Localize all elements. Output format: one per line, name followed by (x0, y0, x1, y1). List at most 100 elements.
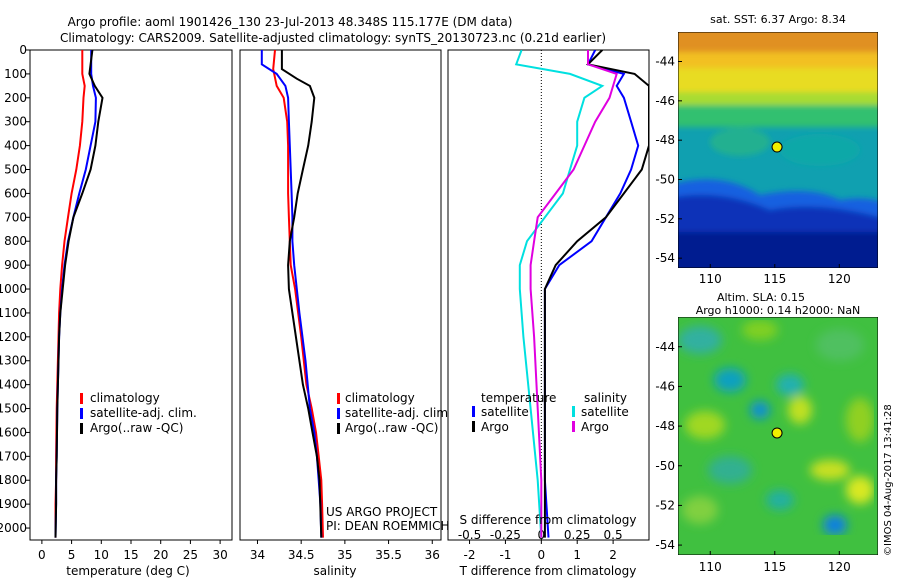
x-tick-label: 5 (68, 548, 76, 562)
x-top-tick-label: 0.25 (564, 528, 591, 542)
depth-axis: 0 100 200 300 400 500 600 700 800 900 1000 1100 1200… (0, 43, 30, 535)
imos-timestamp: ©IMOS 04-Aug-2017 13:41:28 (883, 404, 894, 556)
legend-swatch-sal-satellite (572, 406, 575, 417)
legend-swatch-temp-satellite (472, 406, 475, 417)
x-tick-label: 34.5 (288, 548, 315, 562)
depth-tick-label: 500 (4, 163, 27, 177)
map-x-tick-label: 120 (828, 272, 851, 286)
x-tick-label: 30 (212, 548, 227, 562)
map-x-tick-label: 110 (699, 272, 722, 286)
map-y-tick-label: -46 (655, 94, 675, 108)
legend-swatch-climatology (80, 393, 83, 404)
x-tick-label: 0 (538, 548, 546, 562)
depth-tick-label: 700 (4, 210, 27, 224)
sst-map-axes: 110 115 120 -44 -46 -48 -50 -52 -54 (655, 55, 850, 287)
legend-label-sal-argo: Argo (581, 420, 609, 434)
map-y-tick-label: -54 (655, 538, 675, 552)
legend-label-argo: Argo(..raw -QC) (90, 421, 183, 435)
map-y-tick-label: -50 (655, 173, 675, 187)
legend-swatch-satellite-adj (337, 408, 340, 419)
header-line-2: Climatology: CARS2009. Satellite-adjuste… (60, 31, 606, 45)
x-tick-label: 20 (153, 548, 168, 562)
sla-map-axes: 110 115 120 -44 -46 -48 -50 -52 -54 (655, 340, 850, 574)
depth-tick-label: 1700 (0, 449, 27, 463)
legend-swatch-climatology (337, 393, 340, 404)
depth-tick-label: 1900 (0, 497, 27, 511)
salinity-panel: 34 34.5 35 35.5 36 salinity climatology sate… (239, 49, 452, 578)
map-y-tick-label: -50 (655, 459, 675, 473)
map-y-tick-label: -48 (655, 419, 675, 433)
difference-legend: temperature salinity satellite Argo sate… (472, 391, 629, 434)
x-tick-label: 25 (183, 548, 198, 562)
legend-label-temp-satellite: satellite (481, 405, 529, 419)
depth-tick-label: 0 (19, 43, 27, 57)
sla-map-subtitle: Argo h1000: 0.14 h2000: NaN (696, 304, 861, 317)
x-tick-label: 34 (250, 548, 265, 562)
depth-tick-label: 1800 (0, 473, 27, 487)
salinity-x-axis: 34 34.5 35 35.5 36 (250, 540, 440, 562)
map-y-tick-label: -52 (655, 498, 675, 512)
map-y-tick-label: -44 (655, 340, 675, 354)
legend-swatch-satellite-adj (80, 408, 83, 419)
map-x-tick-label: 110 (699, 560, 722, 574)
x-tick-label: -1 (499, 548, 511, 562)
t-diff-label: T difference from climatology (459, 564, 637, 578)
series-line-satellite (514, 50, 605, 538)
sst-map-panel: sat. SST: 6.37 Argo: 8.34 110 115 120 -44 -4… (655, 13, 878, 287)
depth-tick-label: 1600 (0, 425, 27, 439)
depth-tick-label: 1000 (0, 282, 27, 296)
legend-swatch-argo (80, 423, 83, 434)
legend-label-sal-satellite: satellite (581, 405, 629, 419)
temperature-x-label: temperature (deg C) (66, 564, 189, 578)
depth-tick-label: 600 (4, 186, 27, 200)
x-top-tick-label: 0.5 (604, 528, 623, 542)
depth-tick-label: 2000 (0, 521, 27, 535)
map-y-tick-label: -54 (655, 251, 675, 265)
legend-label-climatology: climatology (345, 391, 415, 405)
header-line-1: Argo profile: aoml 1901426_130 23-Jul-20… (68, 15, 513, 29)
difference-series (514, 50, 649, 538)
series-line-climatology (272, 50, 324, 538)
pi-credit: PI: DEAN ROEMMICH (326, 519, 449, 533)
project-credit: US ARGO PROJECT (326, 505, 438, 519)
legend-swatch-sal-argo (572, 421, 575, 432)
depth-tick-label: 1500 (0, 402, 27, 416)
series-line-argo-raw-qc- (54, 50, 104, 538)
depth-tick-label: 1100 (0, 306, 27, 320)
x-top-tick-label: -0.5 (458, 528, 481, 542)
map-y-tick-label: -46 (655, 379, 675, 393)
temperature-x-axis: 0 5 10 15 20 25 30 (38, 540, 228, 562)
temperature-panel: 0100200300400500600700800900100011001200… (0, 43, 233, 578)
depth-tick-label: 100 (4, 67, 27, 81)
s-diff-label: S difference from climatology (460, 513, 637, 527)
x-tick-label: 36 (425, 548, 440, 562)
legend-label-climatology: climatology (90, 391, 160, 405)
temperature-plot-frame (29, 49, 233, 541)
depth-tick-label: 200 (4, 91, 27, 105)
salinity-plot-frame (239, 49, 442, 541)
difference-plot-frame (447, 49, 650, 541)
difference-panel: -2 -1 0 1 2-0.5 -0.25 0 0.25 0.5 S difference fr… (447, 49, 650, 578)
x-tick-label: 1 (573, 548, 581, 562)
legend-label-satellite-adj: satellite-adj. clim. (345, 406, 452, 420)
depth-tick-label: 900 (4, 258, 27, 272)
map-x-tick-label: 120 (828, 560, 851, 574)
depth-tick-label: 800 (4, 234, 27, 248)
series-line-argo (529, 50, 618, 538)
x-tick-label: 0 (38, 548, 46, 562)
sla-map-title: Altim. SLA: 0.15 (717, 291, 805, 304)
depth-tick-label: 400 (4, 139, 27, 153)
legend-header-temperature: temperature (481, 391, 556, 405)
map-x-tick-label: 115 (763, 272, 786, 286)
temperature-series (54, 50, 104, 538)
x-tick-label: 15 (123, 548, 138, 562)
sla-map-image (678, 317, 878, 555)
x-top-tick-label: -0.25 (490, 528, 521, 542)
legend-swatch-temp-argo (472, 421, 475, 432)
salinity-x-label: salinity (313, 564, 356, 578)
x-tick-label: 35 (337, 548, 352, 562)
salinity-series (260, 50, 324, 538)
depth-tick-label: 1400 (0, 378, 27, 392)
temperature-legend: climatology satellite-adj. clim. Argo(..… (80, 391, 197, 435)
